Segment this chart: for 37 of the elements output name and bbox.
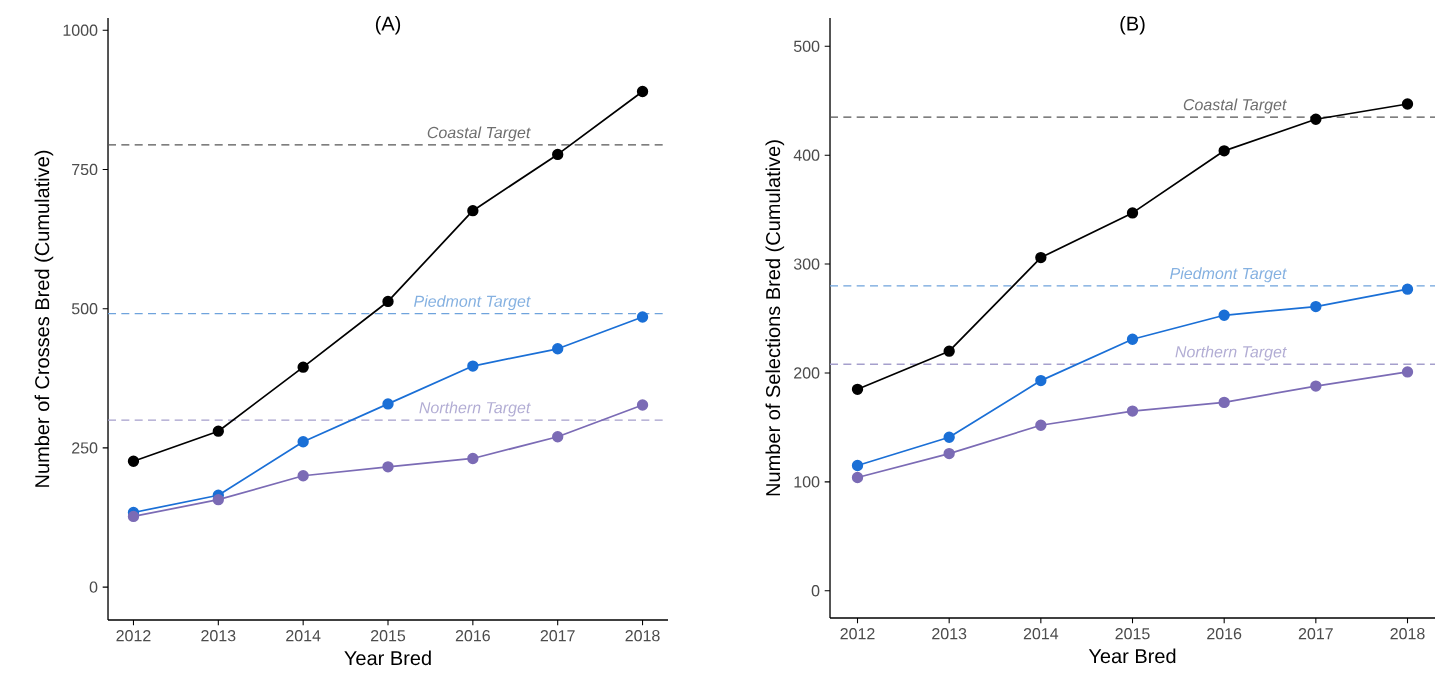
y-tick-label: 750 [72,163,98,176]
x-tick-label: 2015 [371,630,406,642]
ref-line-label: Northern Target [1175,345,1287,361]
x-axis-title: Year Bred [1088,648,1176,664]
y-axis-title: Number of Selections Bred (Cumulative) [765,140,785,496]
x-tick-label: 2014 [286,630,321,642]
ref-line-label: Northern Target [419,401,531,417]
y-tick-label: 0 [811,585,820,597]
x-tick-label: 2014 [1023,628,1059,640]
y-tick-label: 100 [794,476,820,488]
x-tick-label: 2012 [116,630,151,642]
y-tick-label: 300 [793,258,820,270]
x-tick-label: 2017 [540,630,575,642]
y-axis-title: Number of Crosses Bred (Cumulative) [34,150,54,487]
y-tick-label: 500 [793,40,820,52]
x-tick-label: 2017 [1298,628,1333,640]
y-tick-label: 250 [72,442,98,454]
x-tick-label: 2018 [1390,628,1425,640]
x-tick-label: 2016 [1207,628,1242,640]
chart-title: (B) [1120,15,1145,35]
ref-line-label: Coastal Target [1183,98,1287,114]
x-axis-title: Year Bred [344,650,431,666]
ref-line-label: Coastal Target [427,126,531,142]
chart-title: (A) [375,15,401,35]
ref-line-label: Piedmont Target [414,295,531,311]
y-tick-label: 400 [793,149,820,161]
x-tick-label: 2015 [1115,628,1150,640]
x-tick-label: 2013 [932,628,967,640]
y-tick-label: 500 [71,303,98,315]
y-tick-label: 0 [89,581,98,593]
ref-line-label: Piedmont Target [1170,267,1287,283]
x-tick-label: 2018 [625,630,660,642]
y-tick-label: 1000 [63,24,98,36]
x-tick-label: 2016 [455,630,490,642]
x-tick-label: 2012 [840,628,875,640]
x-tick-label: 2013 [201,630,236,642]
y-tick-label: 200 [794,367,820,379]
